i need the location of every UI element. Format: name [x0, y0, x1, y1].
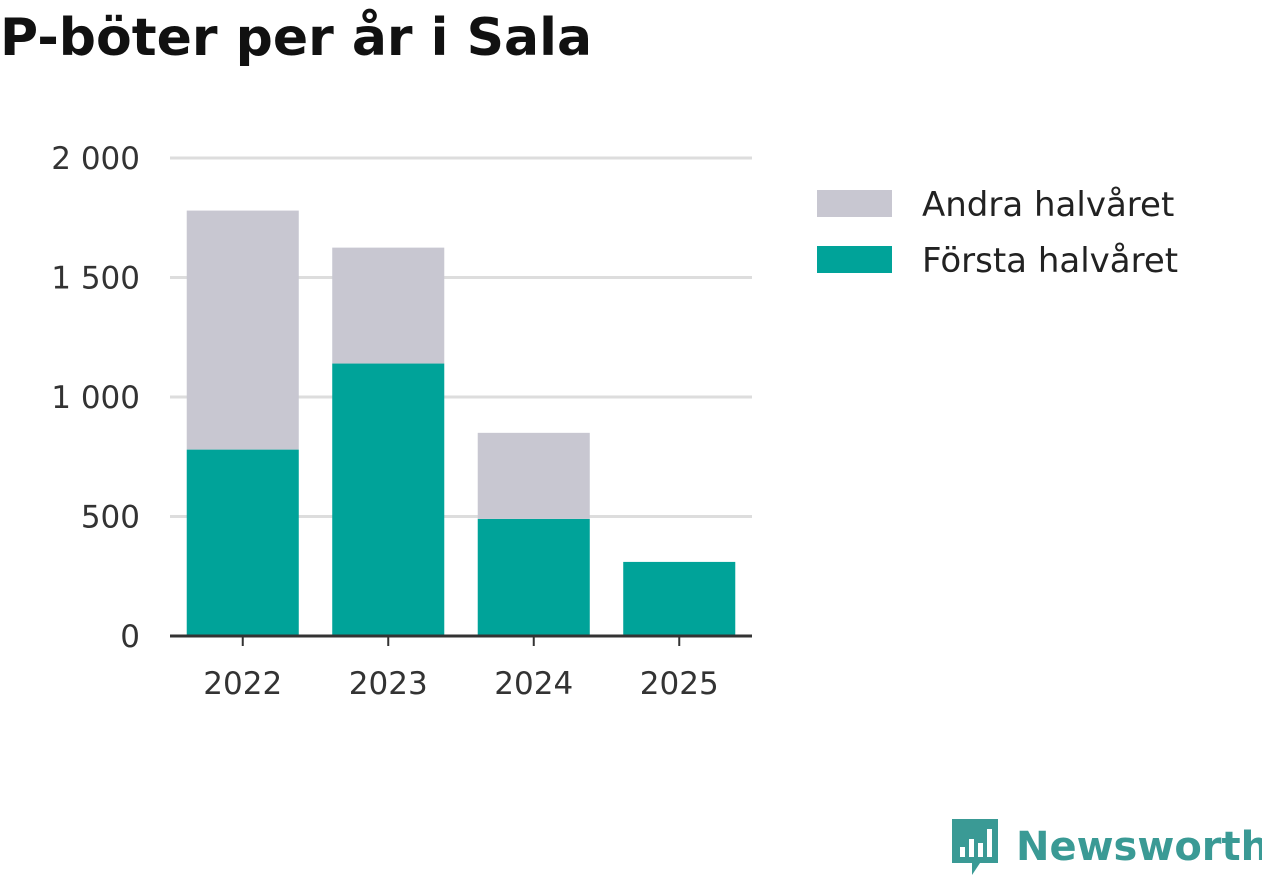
bar-segment-andra-2022: [186, 210, 299, 450]
x-tick-label: 2025: [640, 666, 719, 702]
legend-label-forsta: Första halvåret: [922, 241, 1178, 281]
y-tick-label: 1 500: [51, 261, 140, 297]
bar-segment-andra-2023: [332, 247, 445, 364]
legend: Andra halvåret Första halvåret: [817, 185, 1178, 281]
bar-segment-forsta-2023: [332, 363, 445, 636]
x-tick-label: 2023: [349, 666, 428, 702]
y-tick-label: 0: [120, 619, 140, 655]
newsworthy-logo: Newsworthy: [950, 815, 1262, 879]
legend-swatch-forsta: [817, 246, 892, 273]
bar-segment-forsta-2024: [477, 518, 590, 636]
x-tick-label: 2022: [203, 666, 282, 702]
y-tick-label: 2 000: [51, 141, 140, 177]
x-tick-label: 2024: [494, 666, 573, 702]
bar-segment-forsta-2025: [623, 561, 736, 636]
y-tick-label: 1 000: [51, 380, 140, 416]
bar-segment-forsta-2022: [186, 449, 299, 636]
axis-layer: 0 500 1 000 1 500 2 000 2022 2023 2024 2025: [51, 141, 752, 702]
brand-name: Newsworthy: [1016, 824, 1262, 870]
y-tick-label: 500: [81, 500, 140, 536]
legend-swatch-andra: [817, 190, 892, 217]
chart-title: P-böter per år i Sala: [0, 8, 593, 68]
newsworthy-logo-icon: [952, 819, 998, 875]
legend-label-andra: Andra halvåret: [922, 185, 1174, 225]
bar-segment-andra-2024: [477, 432, 590, 519]
bars-layer: [186, 210, 736, 636]
